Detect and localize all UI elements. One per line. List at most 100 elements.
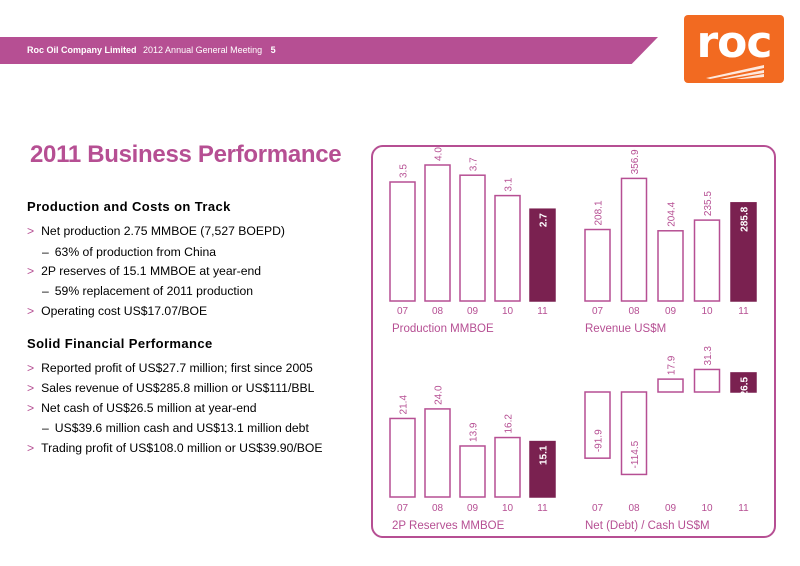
bullet-marker: > [27, 441, 35, 455]
category-label: 11 [537, 503, 548, 514]
bullet-item: > Reported profit of US$27.7 million; fir… [27, 361, 313, 375]
category-label: 08 [628, 306, 640, 317]
bullet-marker: > [27, 381, 35, 395]
bar-value-label: -114.5 [630, 440, 641, 468]
bar-value-label: 285.8 [740, 206, 751, 231]
sub-bullet-text: 59% replacement of 2011 production [54, 284, 254, 298]
bar-value-label: 16.2 [504, 414, 515, 434]
section-heading: Solid Financial Performance [27, 336, 213, 351]
bullet-text: Net cash of US$26.5 million at year-end [41, 401, 257, 415]
sub-bullet-item: –59% replacement of 2011 production [42, 284, 253, 298]
sub-bullet-marker: – [42, 245, 49, 259]
chart-bar [459, 445, 486, 498]
chart-title: Net (Debt) / Cash US$M [585, 520, 710, 532]
chart-bar [693, 368, 721, 393]
bar-value-label: 3.5 [399, 164, 410, 178]
chart-bar [424, 164, 451, 302]
header-bar [0, 37, 658, 64]
bar-value-label: 13.9 [469, 422, 480, 442]
bar-value-label: 204.4 [667, 201, 678, 226]
chart-bar [584, 228, 611, 302]
charts-panel [371, 145, 776, 538]
chart-title: Revenue US$M [585, 323, 666, 335]
roc-logo: roc [684, 15, 784, 83]
logo-stripes-icon [706, 65, 764, 79]
chart-bar [529, 440, 556, 498]
category-label: 08 [432, 306, 444, 317]
bullet-item: > Sales revenue of US$285.8 million or US… [27, 381, 314, 395]
chart-0: 3.5 07 4.0 08 3.7 09 3.1 10 2.7 11 Production MMBO… [389, 147, 556, 335]
category-label: 07 [397, 503, 409, 514]
bullet-item: > Net production 2.75 MMBOE (7,527 BOEPD) [27, 224, 285, 238]
category-label: 09 [467, 503, 479, 514]
category-label: 07 [592, 503, 604, 514]
header-text: Roc Oil Company Limited 2012 Annual Gene… [27, 45, 276, 55]
bar-value-label: 4.0 [434, 147, 445, 161]
bullet-item: > Trading profit of US$108.0 million or U… [27, 441, 323, 455]
chart-bar [389, 417, 416, 498]
chart-bar [693, 219, 721, 302]
bullet-marker: > [27, 361, 35, 375]
section-heading: Production and Costs on Track [27, 199, 231, 214]
chart-bar [494, 194, 521, 302]
bullet-text: Operating cost US$17.07/BOE [41, 304, 208, 318]
sub-bullet-item: –63% of production from China [42, 245, 216, 259]
event-name: 2012 Annual General Meeting [143, 45, 263, 55]
bullet-marker: > [27, 401, 35, 415]
bar-value-label: 2.7 [539, 213, 550, 227]
chart-3: -91.9 07 -114.5 08 17.9 09 31.3 10 26.5 11 Net (De… [584, 346, 757, 532]
chart-bar [657, 378, 684, 393]
category-label: 08 [628, 503, 640, 514]
chart-bar [730, 372, 757, 393]
category-label: 09 [665, 306, 677, 317]
bar-value-label: 15.1 [539, 445, 550, 465]
bullet-text: 2P reserves of 15.1 MMBOE at year-end [41, 264, 262, 278]
bar-value-label: 356.9 [630, 149, 641, 174]
logo-text: roc [696, 17, 772, 68]
chart-bar [620, 177, 648, 302]
bar-value-label: 21.4 [399, 395, 410, 415]
bar-value-label: 3.1 [504, 177, 515, 191]
category-label: 10 [502, 306, 514, 317]
category-label: 10 [701, 503, 713, 514]
bar-value-label: 24.0 [434, 385, 445, 405]
bullet-item: >2P reserves of 15.1 MMBOE at year-end [27, 264, 261, 278]
category-label: 07 [592, 306, 604, 317]
chart-bar [657, 230, 684, 302]
category-label: 09 [665, 503, 677, 514]
chart-bar [389, 181, 416, 302]
chart-bar [424, 408, 451, 498]
category-label: 08 [432, 503, 444, 514]
bar-value-label: 31.3 [703, 346, 714, 366]
bullet-item: > Operating cost US$17.07/BOE [27, 304, 207, 318]
bullet-text: Net production 2.75 MMBOE (7,527 BOEPD) [41, 224, 285, 238]
sub-bullet-text: US$39.6 million cash and US$13.1 million… [54, 421, 309, 435]
bullet-text: Sales revenue of US$285.8 million or US$… [41, 381, 315, 395]
chart-bar [620, 391, 648, 476]
chart-bar [459, 174, 486, 302]
category-label: 09 [467, 306, 479, 317]
bullet-marker: > [27, 264, 35, 278]
category-label: 07 [397, 306, 409, 317]
sub-bullet-text: 63% of production from China [54, 245, 217, 259]
company-name: Roc Oil Company Limited [27, 45, 137, 55]
chart-2: 21.4 07 24.0 08 13.9 09 16.2 10 15.1 11 2P Reserve… [389, 385, 556, 532]
category-label: 11 [738, 503, 749, 514]
chart-bar [730, 202, 757, 302]
bar-value-label: 3.7 [469, 157, 480, 171]
bullet-text: Reported profit of US$27.7 million; firs… [41, 361, 313, 375]
bullet-item: > Net cash of US$26.5 million at year-end [27, 401, 257, 415]
bullet-text: Trading profit of US$108.0 million or US… [41, 441, 323, 455]
bar-value-label: -91.9 [594, 429, 605, 452]
chart-bar [529, 208, 556, 302]
sub-bullet-marker: – [42, 284, 49, 298]
bar-value-label: 17.9 [667, 355, 678, 375]
chart-1: 208.1 07 356.9 08 204.4 09 235.5 10 285.8 11 Reven… [584, 149, 757, 335]
bullet-marker: > [27, 224, 35, 238]
page-number: 5 [270, 45, 276, 55]
bar-value-label: 26.5 [740, 376, 751, 396]
chart-title: 2P Reserves MMBOE [392, 520, 505, 532]
chart-bar [494, 436, 521, 498]
category-label: 11 [537, 306, 548, 317]
